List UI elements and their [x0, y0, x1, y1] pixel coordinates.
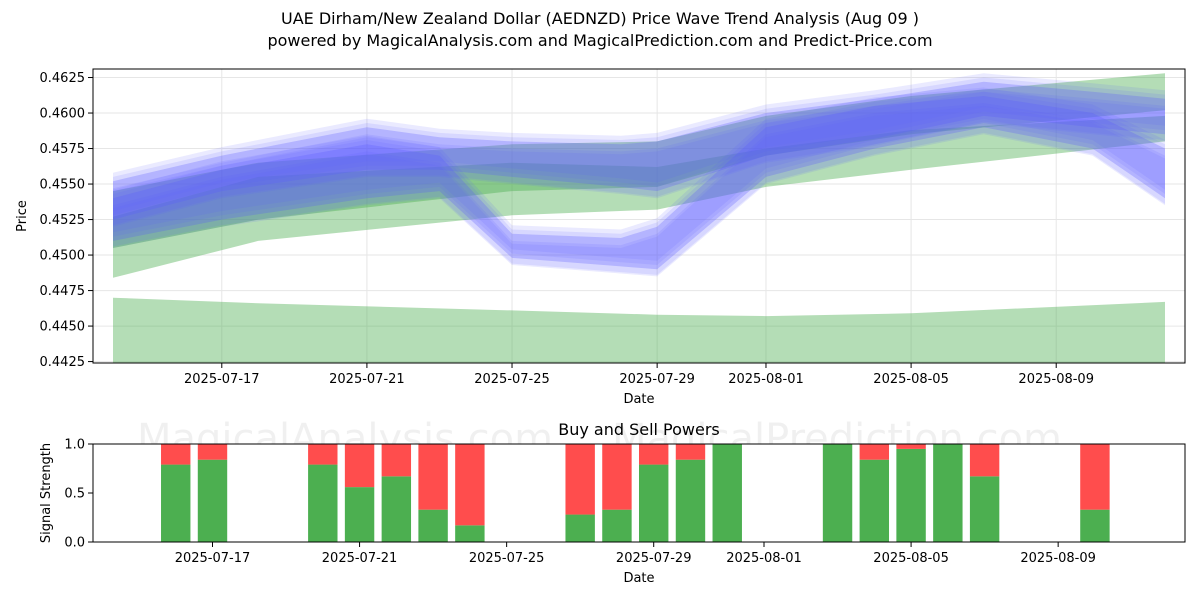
sell-power-bar [418, 444, 448, 510]
buy-power-bar [418, 509, 448, 542]
buy-power-bar [859, 459, 890, 542]
signal-y-axis-label: Signal Strength [39, 443, 54, 543]
price-wave-band-blue [113, 103, 1165, 265]
signal-y-axis: 0.0 0.5 1.0 [64, 438, 93, 551]
price-wave-band-blue [113, 91, 1165, 261]
price-x-tick-label: 2025-07-25 [474, 372, 550, 387]
price-y-tick-label: 0.4475 [40, 284, 86, 299]
price-trend-band-green [113, 297, 1165, 363]
signal-panel-title: Buy and Sell Powers [558, 420, 720, 439]
price-x-tick-label: 2025-07-21 [329, 372, 405, 387]
sell-power-bar [455, 444, 485, 526]
price-x-axis-label: Date [623, 392, 654, 407]
price-wave-band-blue [113, 96, 1165, 270]
price-x-tick-label: 2025-08-09 [1018, 372, 1094, 387]
sell-power-bar [969, 444, 1000, 477]
price-trend-band-green [113, 73, 1165, 248]
buy-power-bar [822, 444, 853, 542]
buy-power-bar [455, 525, 485, 542]
price-y-tick-label: 0.4525 [40, 213, 86, 228]
signal-y-tick-label: 0.5 [64, 487, 85, 502]
price-wave-band-blue [113, 105, 1165, 277]
signal-x-tick-label: 2025-07-21 [322, 551, 398, 566]
chart-title-block: UAE Dirham/New Zealand Dollar (AEDNZD) P… [0, 8, 1200, 52]
buy-power-bar [161, 464, 191, 542]
buy-power-bar [565, 514, 595, 542]
signal-x-axis-label: Date [623, 571, 654, 586]
buy-power-bar [381, 476, 412, 542]
sell-power-bar [381, 444, 412, 477]
buy-power-bar [933, 444, 963, 542]
buy-power-bar [1080, 509, 1110, 542]
chart-title: UAE Dirham/New Zealand Dollar (AEDNZD) P… [281, 9, 919, 28]
price-y-tick-label: 0.4550 [40, 178, 86, 193]
price-wave-band-blue [113, 73, 1165, 226]
signal-y-tick-label: 0.0 [64, 536, 85, 551]
signal-x-tick-label: 2025-07-17 [175, 551, 251, 566]
price-grid [93, 69, 1185, 363]
chart-subtitle: powered by MagicalAnalysis.com and Magic… [267, 31, 933, 50]
price-y-tick-label: 0.4425 [40, 355, 86, 370]
price-x-tick-label: 2025-07-29 [619, 372, 695, 387]
sell-power-bar [859, 444, 890, 460]
price-x-axis: 2025-07-17 2025-07-21 2025-07-25 2025-07-29… [184, 363, 1094, 387]
buy-power-bar [308, 464, 338, 542]
price-y-tick-label: 0.4450 [40, 320, 86, 335]
price-y-tick-label: 0.4625 [40, 71, 86, 86]
price-panel: 2025-07-17 2025-07-21 2025-07-25 2025-07-29… [15, 68, 1186, 407]
sell-power-bar [161, 444, 191, 465]
price-wave-band-blue [113, 81, 1165, 220]
buy-power-bar [896, 448, 926, 542]
sell-power-bar [565, 444, 595, 515]
sell-power-bar [602, 444, 632, 510]
signal-x-tick-label: 2025-07-25 [469, 551, 545, 566]
price-x-tick-label: 2025-08-01 [728, 372, 804, 387]
signal-y-tick-label: 1.0 [64, 438, 85, 453]
signal-x-tick-label: 2025-08-09 [1020, 551, 1096, 566]
sell-power-bar [197, 444, 228, 460]
buy-power-bar [197, 459, 228, 542]
price-y-axis: 0.4425 0.4450 0.4475 0.4500 0.4525 0.4550 0.45… [40, 71, 93, 370]
price-x-tick-label: 2025-07-17 [184, 372, 260, 387]
signal-x-tick-label: 2025-07-29 [616, 551, 692, 566]
sell-power-bar [308, 444, 338, 465]
sell-power-bar [344, 444, 375, 488]
sell-power-bar [675, 444, 706, 460]
price-wave-band-blue [113, 77, 1165, 211]
signal-x-axis: 2025-07-17 2025-07-21 2025-07-25 2025-07-29… [175, 542, 1096, 566]
buy-power-bar [675, 459, 706, 542]
signal-x-tick-label: 2025-08-05 [873, 551, 949, 566]
price-x-tick-label: 2025-08-05 [873, 372, 949, 387]
price-plot-frame [92, 68, 1186, 364]
sell-power-bar [639, 444, 669, 465]
signal-x-tick-label: 2025-08-01 [726, 551, 802, 566]
price-bands [113, 73, 1165, 363]
price-wave-band-blue [113, 91, 1165, 227]
price-y-tick-label: 0.4500 [40, 249, 86, 264]
buy-power-bar [602, 509, 632, 542]
price-y-axis-label: Price [15, 200, 30, 232]
buy-power-bar [639, 464, 669, 542]
signal-bars [161, 444, 1110, 542]
price-wave-band-blue [113, 88, 1165, 216]
buy-power-bar [712, 444, 742, 542]
price-wave-band-blue [113, 87, 1165, 275]
price-y-tick-label: 0.4600 [40, 107, 86, 122]
sell-power-bar [896, 444, 926, 449]
price-y-tick-label: 0.4575 [40, 142, 86, 157]
buy-power-bar [344, 487, 375, 542]
sell-power-bar [1080, 444, 1110, 510]
price-plot-background [93, 69, 1185, 363]
signal-panel: Buy and Sell Powers 2025-07-17 2025-07-21… [39, 420, 1186, 586]
price-trend-band-green [113, 115, 1165, 278]
buy-power-bar [969, 476, 1000, 542]
